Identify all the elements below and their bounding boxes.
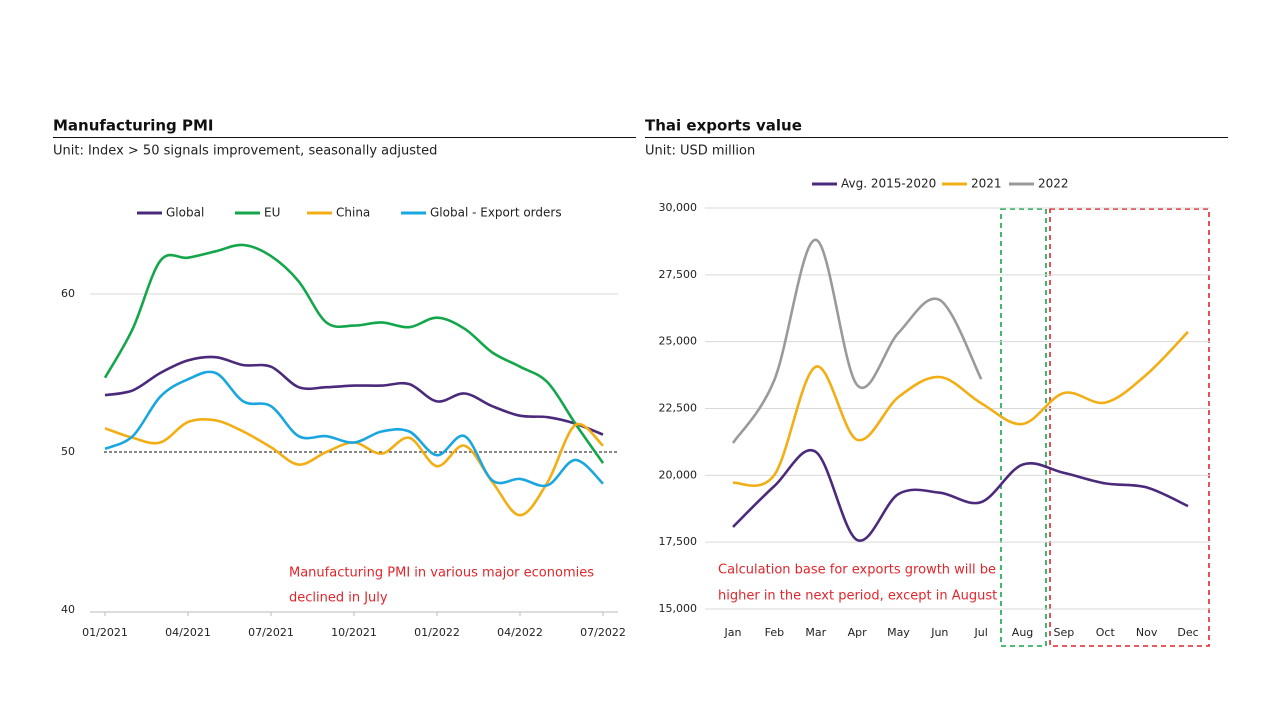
series-line	[104, 417, 604, 517]
legend-label: Global	[166, 206, 204, 220]
series-line	[731, 238, 983, 444]
highlight-box-sep-dec	[1049, 208, 1210, 647]
chart-subtitle: Unit: USD million	[645, 144, 755, 159]
annotation: declined in July	[289, 591, 388, 606]
x-tick-label: Apr	[848, 626, 868, 639]
x-tick-label: May	[887, 626, 910, 639]
legend-label: 2021	[971, 177, 1002, 191]
x-tick-label: 01/2021	[82, 626, 128, 639]
y-tick-label: 15,000	[659, 602, 698, 615]
legend-label: China	[336, 206, 370, 220]
x-tick-label: Feb	[765, 626, 784, 639]
legend-label: EU	[264, 206, 280, 220]
y-tick-label: 22,500	[659, 402, 698, 415]
x-tick-label: Jun	[930, 626, 948, 639]
highlight-box-aug	[1000, 208, 1047, 647]
x-tick-label: Jan	[724, 626, 742, 639]
annotation: Calculation base for exports growth will…	[718, 563, 996, 578]
x-tick-label: Jul	[974, 626, 988, 639]
x-tick-label: Aug	[1012, 626, 1033, 639]
legend-label: Global - Export orders	[430, 206, 562, 220]
y-tick-label: 40	[61, 603, 75, 616]
x-tick-label: 01/2022	[414, 626, 460, 639]
series-line	[104, 355, 604, 436]
x-tick-label: 04/2021	[165, 626, 211, 639]
annotation: higher in the next period, except in Aug…	[718, 589, 997, 604]
y-tick-label: 25,000	[659, 335, 698, 348]
x-tick-label: 10/2021	[331, 626, 377, 639]
chart-title: Thai exports value	[645, 117, 802, 135]
x-tick-label: Nov	[1136, 626, 1158, 639]
x-tick-label: Dec	[1177, 626, 1198, 639]
y-tick-label: 50	[61, 445, 75, 458]
y-tick-label: 27,500	[659, 268, 698, 281]
y-tick-label: 60	[61, 287, 75, 300]
x-tick-label: Oct	[1096, 626, 1116, 639]
series-line	[732, 448, 1189, 542]
x-tick-label: 07/2022	[580, 626, 626, 639]
chart-title: Manufacturing PMI	[53, 117, 213, 135]
y-tick-label: 30,000	[659, 201, 698, 214]
series-line	[104, 370, 604, 488]
x-tick-label: Sep	[1054, 626, 1075, 639]
x-tick-label: 07/2021	[248, 626, 294, 639]
chart-subtitle: Unit: Index > 50 signals improvement, se…	[53, 144, 437, 159]
y-tick-label: 20,000	[659, 468, 698, 481]
x-tick-label: Mar	[805, 626, 826, 639]
legend-label: Avg. 2015-2020	[841, 177, 936, 191]
series-line	[732, 330, 1189, 487]
legend-label: 2022	[1038, 177, 1069, 191]
x-tick-label: 04/2022	[497, 626, 543, 639]
series-line	[103, 243, 605, 464]
annotation: Manufacturing PMI in various major econo…	[289, 566, 594, 581]
y-tick-label: 17,500	[659, 535, 698, 548]
